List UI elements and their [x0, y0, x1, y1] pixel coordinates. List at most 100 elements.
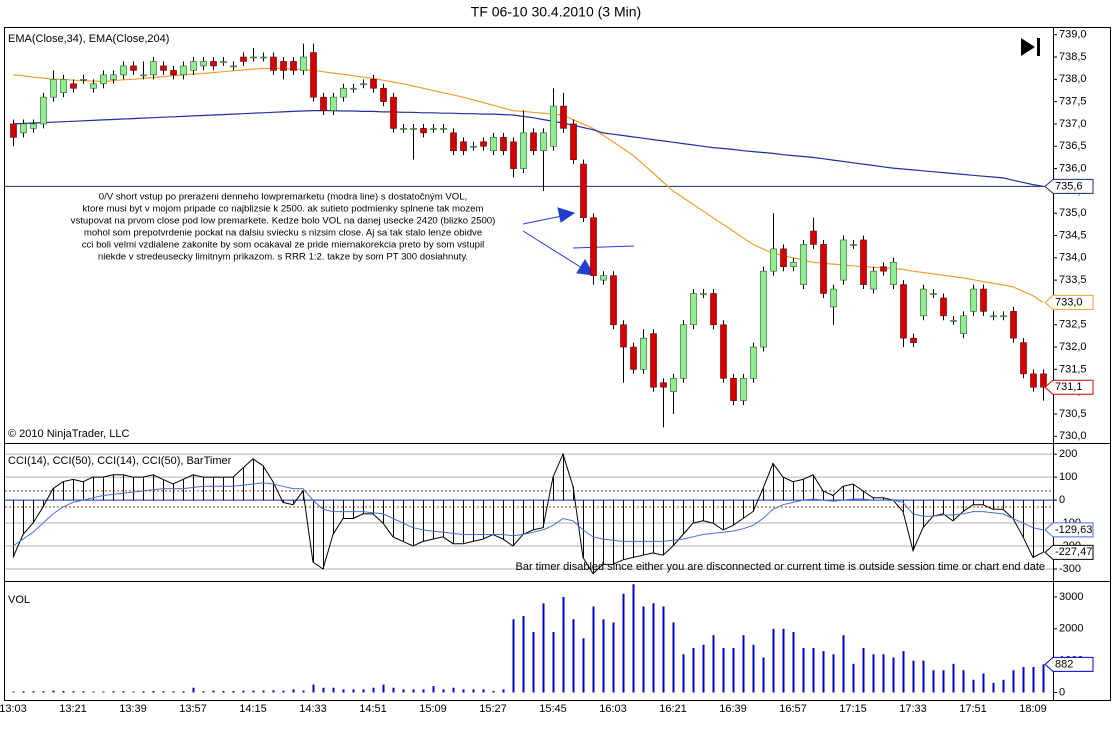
candle-body [470, 145, 477, 148]
volume-bar [202, 691, 205, 693]
volume-bar [182, 691, 185, 693]
volume-bar [132, 691, 135, 693]
y-tick-label: 730,5 [1059, 408, 1087, 420]
candle-body [80, 79, 87, 81]
x-tick-label: 18:09 [1019, 703, 1047, 715]
volume-bar [792, 632, 795, 693]
indicator-label: CCI(14), CCI(50), CCI(14), CCI(50), BarT… [8, 455, 232, 467]
volume-bar [12, 691, 15, 693]
candle-body [580, 163, 587, 218]
volume-bar [442, 689, 445, 693]
volume-bar [152, 690, 155, 693]
candle-body [910, 337, 917, 343]
candle-body [440, 128, 447, 130]
volume-bar [42, 691, 45, 693]
volume-bar [222, 690, 225, 693]
value-box-label: 882 [1055, 658, 1073, 670]
volume-bar [312, 684, 315, 693]
candle-body [630, 346, 637, 370]
value-box-label: 735,6 [1055, 180, 1083, 192]
volume-bar [782, 628, 785, 693]
candle-body [590, 217, 597, 276]
candle-body [970, 288, 977, 312]
candle-body [110, 74, 117, 80]
value-box [1044, 379, 1094, 395]
volume-bar [1002, 679, 1005, 693]
candle-body [220, 61, 227, 63]
candle-body [30, 123, 37, 129]
candle-body [770, 248, 777, 272]
candle-body [870, 270, 877, 290]
x-tick-label: 16:39 [719, 703, 747, 715]
volume-bar [272, 690, 275, 693]
candle-body [330, 96, 337, 111]
volume-bar [252, 690, 255, 693]
candle-body [300, 56, 307, 71]
y-tick-label: 734,0 [1059, 252, 1087, 264]
annotation-arrows [522, 207, 635, 276]
candle-body [1010, 311, 1017, 339]
volume-bar [602, 619, 605, 693]
value-box-label: 733,0 [1055, 296, 1083, 308]
candle-body [850, 244, 857, 246]
candle-body [930, 293, 937, 295]
ema-line [12, 109, 1044, 187]
volume-bar [302, 690, 305, 693]
y-tick-label: 3000 [1059, 591, 1083, 603]
volume-bar [512, 619, 515, 693]
volume-bar [102, 691, 105, 693]
candle-body [790, 261, 797, 268]
candle-body [190, 61, 197, 71]
volume-bar [172, 691, 175, 693]
volume-bar [592, 606, 595, 693]
volume-bar [932, 670, 935, 693]
volume-bar [262, 690, 265, 693]
candle-body [720, 324, 727, 379]
volume-bar [872, 654, 875, 693]
play-triangle[interactable] [1021, 38, 1035, 56]
volume-bar [362, 689, 365, 693]
candle-body [950, 319, 957, 322]
candle-body [370, 79, 377, 89]
volume-bar [52, 690, 55, 693]
candle-body [810, 230, 817, 245]
candle-body [700, 293, 707, 295]
x-tick-label: 16:03 [599, 703, 627, 715]
volume-bar [432, 686, 435, 693]
candle-body [730, 377, 737, 401]
volume-bar [942, 670, 945, 693]
volume-bar [562, 596, 565, 693]
candle-body [50, 79, 57, 98]
y-tick-label: 735,0 [1059, 207, 1087, 219]
candle-body [650, 333, 657, 388]
candle-body [1040, 373, 1047, 388]
candle-body [240, 56, 247, 62]
value-box [1044, 522, 1094, 538]
x-tick-label: 15:09 [419, 703, 447, 715]
x-tick-label: 17:51 [959, 703, 987, 715]
y-tick-label: 732,5 [1059, 319, 1087, 331]
candle-body [20, 123, 27, 134]
volume-bar [92, 691, 95, 693]
volume-bar [712, 635, 715, 693]
candle-body [180, 65, 187, 76]
play-icon[interactable] [1021, 38, 1040, 56]
volume-bar [832, 654, 835, 693]
play-bar[interactable] [1037, 38, 1040, 56]
candle-body [130, 65, 137, 71]
x-tick-label: 14:33 [299, 703, 327, 715]
candle-body [960, 315, 967, 334]
candle-body [560, 105, 567, 129]
x-tick-label: 15:45 [539, 703, 567, 715]
volume-bar [732, 647, 735, 693]
candle-body [170, 70, 177, 76]
volume-bar [812, 647, 815, 693]
volume-bar [652, 603, 655, 693]
volume-bar [332, 687, 335, 693]
candle-body [360, 83, 367, 86]
candle-body [200, 61, 207, 67]
candle-body [550, 105, 557, 147]
volume-bar [962, 670, 965, 693]
volume-bar [82, 691, 85, 693]
